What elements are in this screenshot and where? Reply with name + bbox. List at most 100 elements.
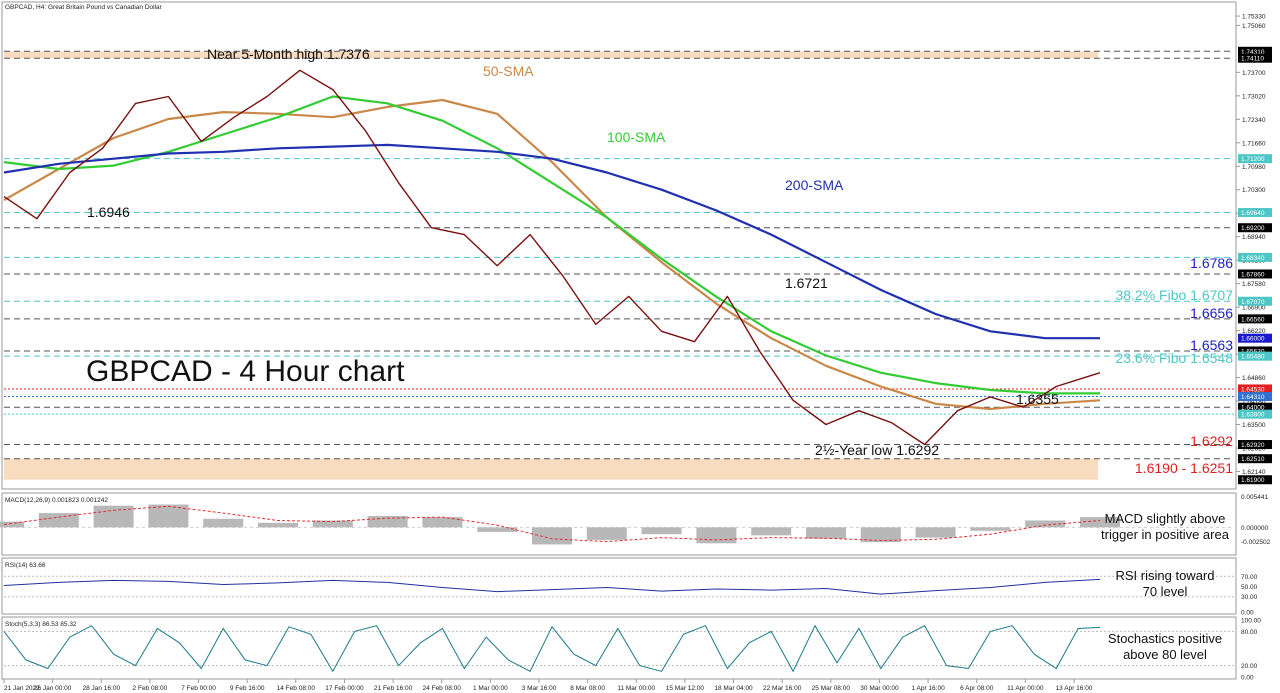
level-label-4: 23.6% Fibo 1.6548: [1115, 350, 1233, 366]
macd-bar-3: [148, 504, 189, 528]
price-badge-7: 1.67070: [1241, 299, 1265, 306]
price-badge-9: 1.66000: [1241, 336, 1265, 343]
x-tick-label-12: 8 Mar 08:00: [570, 685, 605, 692]
y-tick-label-9: 1.68940: [1242, 234, 1266, 241]
rsi-tick-2: 30.00: [1241, 594, 1258, 601]
x-tick-label-9: 24 Feb 08:00: [423, 685, 462, 692]
x-tick-label-19: 1 Apr 16:00: [911, 685, 945, 692]
price-badge-bg-2: [1238, 154, 1272, 164]
x-tick-label-0: 21 Jan 2022: [4, 685, 40, 692]
price-badge-bg-5: [1238, 252, 1272, 262]
stoch-title: Stoch(5,3,3) 86.53 85.32: [5, 621, 77, 628]
zone-0: [4, 51, 1098, 59]
macd-bar-0: [0, 521, 24, 528]
x-tick-label-13: 11 Mar 00:00: [617, 685, 655, 692]
price-badge-12: 1.64530: [1241, 386, 1265, 393]
price-badge-bg-13: [1238, 392, 1272, 402]
annotation-0: Near 5-Month high 1.7376: [207, 46, 370, 62]
price-annotations: Near 5-Month high 1.7376 1.6946 1.6721 2½-Y…: [87, 46, 1059, 458]
series-line-50-SMA: [3, 98, 1101, 411]
stoch-panel-frame: [1, 616, 1237, 680]
rsi-panel-frame: [1, 557, 1237, 615]
macd-panel: MACD(12,26,9) 0.001823 0.001242 0.005441 0…: [0, 494, 1271, 546]
macd-tick-2: -0.002502: [1241, 539, 1271, 546]
y-tick-label-19: 1.62140: [1242, 469, 1266, 476]
x-tick-label-17: 25 Mar 08:00: [812, 685, 851, 692]
macd-bar-5: [258, 522, 298, 528]
x-tick-label-1: 26 Jan 00:00: [34, 685, 72, 692]
macd-tick-1: 0.000000: [1241, 525, 1268, 532]
y-tick-label-4: 1.72340: [1242, 117, 1266, 124]
annotation-3: 2½-Year low 1.6292: [815, 442, 939, 458]
series-label-100-SMA: 100-SMA: [607, 129, 666, 145]
macd-bar-6: [312, 520, 353, 528]
annotation-4: 1.6355: [1016, 391, 1059, 407]
price-badge-bg-10: [1238, 346, 1272, 356]
macd-tick-0: 0.005441: [1241, 494, 1268, 501]
y-tick-label-17: 1.63500: [1242, 422, 1266, 429]
level-label-5: 1.6292: [1190, 433, 1233, 449]
macd-bar-17: [915, 527, 956, 538]
price-badge-bg-6: [1238, 269, 1272, 279]
price-badge-bg-7: [1238, 296, 1272, 306]
price-badge-6: 1.67860: [1241, 271, 1265, 278]
x-tick-label-8: 21 Feb 16:00: [374, 685, 413, 692]
y-tick-label-12: 1.66900: [1242, 305, 1266, 312]
chart-title: GBPCAD - 4 Hour chart: [86, 355, 405, 388]
x-tick-label-2: 28 Jan 16:00: [82, 685, 120, 692]
annotation-1: 1.6946: [87, 204, 130, 220]
rsi-title: RSI(14) 63.66: [5, 562, 46, 569]
price-badge-bg-18: [1238, 475, 1272, 485]
macd-bar-7: [367, 515, 408, 528]
horizontal-levels: [4, 50, 1234, 460]
level-label-6: 1.6190 - 1.6251: [1135, 460, 1233, 476]
price-badge-bg-17: [1238, 454, 1272, 464]
price-badge-bg-8: [1238, 314, 1272, 324]
price-badge-18: 1.61900: [1241, 477, 1265, 484]
level-label-1: 38.2% Fibo 1.6707: [1115, 287, 1233, 303]
price-badge-2: 1.71200: [1241, 156, 1265, 163]
macd-bar-11: [586, 527, 627, 540]
macd-bar-8: [422, 517, 463, 528]
x-tick-label-20: 6 Apr 08:00: [960, 685, 994, 692]
x-tick-label-16: 22 Mar 16:00: [763, 685, 802, 692]
stoch-tick-3: 0.00: [1241, 675, 1254, 682]
macd-bar-10: [532, 527, 572, 545]
series-label-50-SMA: 50-SMA: [483, 63, 534, 79]
macd-bar-19: [1025, 520, 1066, 528]
rsi-comment-2: 70 level: [1143, 584, 1188, 599]
x-tick-label-5: 9 Feb 16:00: [230, 685, 265, 692]
level-label-2: 1.6656: [1190, 305, 1233, 321]
annotation-2: 1.6721: [785, 275, 828, 291]
rsi-tick-0: 70.00: [1241, 574, 1258, 581]
rsi-line: [3, 578, 1101, 595]
stoch-comment-2: above 80 level: [1123, 647, 1207, 662]
support-zones: [4, 51, 1098, 480]
price-badge-bg-0: [1238, 46, 1272, 56]
symbol-header: GBPCAD, H4: Great Britain Pound vs Canad…: [5, 4, 163, 11]
stoch-tick-0: 100.00: [1241, 618, 1261, 625]
y-tick-label-16: 1.64180: [1242, 399, 1266, 406]
price-badge-1: 1.74110: [1241, 56, 1264, 63]
zone-1: [4, 458, 1098, 480]
price-badge-3: 1.69640: [1241, 210, 1265, 217]
price-badge-17: 1.62510: [1241, 456, 1265, 463]
series-line-200-SMA: [3, 143, 1100, 340]
macd-bar-15: [806, 527, 846, 539]
price-badge-11: 1.65480: [1241, 354, 1265, 361]
macd-bar-14: [751, 527, 792, 536]
price-panel-frame: [1, 1, 1237, 490]
y-tick-label-1: 1.75060: [1242, 23, 1266, 30]
y-tick-label-5: 1.71660: [1242, 140, 1266, 147]
price-series-group: 50-SMA 100-SMA 200-SMA: [3, 63, 1101, 446]
macd-bar-20: [1080, 517, 1120, 528]
x-tick-label-6: 14 Feb 08:00: [277, 685, 316, 692]
price-badge-14: 1.64000: [1241, 405, 1265, 412]
y-tick-label-3: 1.73020: [1242, 93, 1266, 100]
series-label-200-SMA: 200-SMA: [785, 177, 844, 193]
macd-title: MACD(12,26,9) 0.001823 0.001242: [5, 497, 108, 504]
macd-bar-18: [970, 527, 1011, 531]
